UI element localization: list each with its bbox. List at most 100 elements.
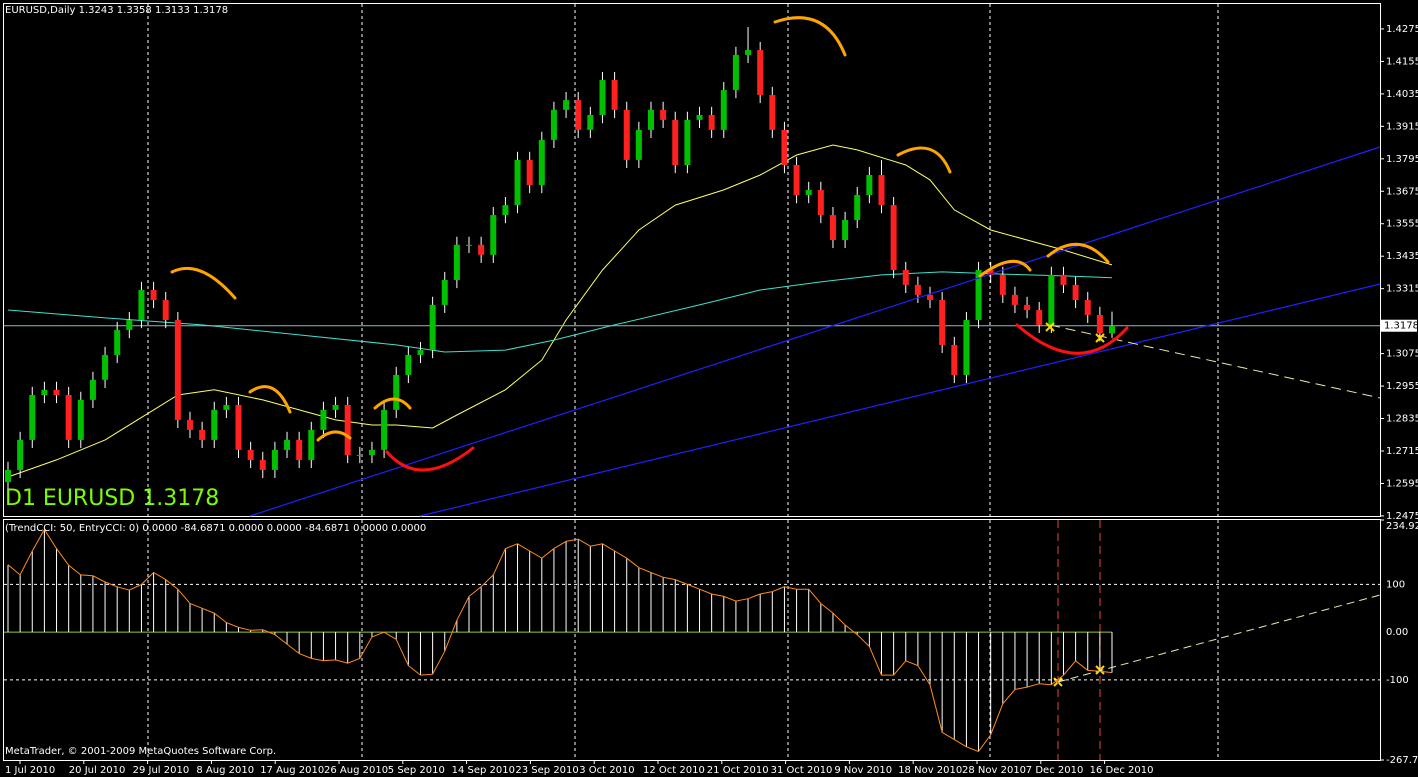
moving-average xyxy=(7,144,1113,478)
y-tick-label: 1.3795 xyxy=(1386,154,1418,165)
x-tick-label: 31 Oct 2010 xyxy=(771,765,833,776)
candle-body xyxy=(356,455,363,457)
candle-body xyxy=(1060,274,1067,285)
y-tick-label: 1.2835 xyxy=(1386,414,1418,425)
candle-body xyxy=(89,379,96,400)
chart-header: EURUSD,Daily 1.3243 1.3358 1.3133 1.3178 xyxy=(5,5,228,16)
x-tick-label: 9 Nov 2010 xyxy=(834,765,892,776)
hand-annotations-orange xyxy=(170,16,1110,442)
y-tick-label: 1.3675 xyxy=(1386,186,1418,197)
symbol-label: D1 EURUSD 1.3178 xyxy=(5,486,219,511)
price-pane xyxy=(3,3,1381,517)
y-tick-label: 1.3555 xyxy=(1386,219,1418,230)
hand-annotations-red xyxy=(385,323,1129,472)
x-tick-label: 5 Sep 2010 xyxy=(388,765,445,776)
last-price-label: 1.3178 xyxy=(1384,321,1418,332)
candle-body xyxy=(575,100,582,130)
candle-body xyxy=(866,175,873,196)
candle-body xyxy=(211,409,218,440)
candle-body xyxy=(890,205,897,270)
candle-body xyxy=(805,189,812,196)
x-tick-label: 17 Aug 2010 xyxy=(260,765,324,776)
candle-body xyxy=(296,439,303,460)
candle-body xyxy=(1096,314,1103,334)
candle-body xyxy=(769,94,776,130)
y-tick-label: 1.4155 xyxy=(1386,56,1418,67)
dashed-trendline xyxy=(1049,324,1381,399)
candle-body xyxy=(963,320,970,375)
candle-body xyxy=(1011,294,1018,305)
candle-body xyxy=(672,119,679,166)
candle-body xyxy=(829,215,836,240)
candle-body xyxy=(817,189,824,216)
last-price-box xyxy=(1381,319,1417,332)
x-tick-label: 18 Nov 2010 xyxy=(898,765,962,776)
candle-body xyxy=(138,290,145,321)
candle-body xyxy=(878,175,885,206)
x-tick-label: 20 Jul 2010 xyxy=(69,765,126,776)
candle-body xyxy=(684,119,691,166)
candle-body xyxy=(720,90,727,130)
x-tick-label: 16 Dec 2010 xyxy=(1090,765,1154,776)
cci-line xyxy=(7,528,1113,753)
cci-layer: 234.924 100 0.00 -100 -267.751 xyxy=(4,519,1418,766)
candle-body xyxy=(623,109,630,160)
x-tick-label: 7 Dec 2010 xyxy=(1026,765,1084,776)
candle-body xyxy=(587,114,594,130)
candle-body xyxy=(332,404,339,410)
candle-body xyxy=(41,389,48,395)
candle-body xyxy=(53,389,60,395)
footer: MetaTrader, © 2001-2009 MetaQuotes Softw… xyxy=(5,746,276,757)
candle-body xyxy=(478,244,485,255)
candle-body xyxy=(793,165,800,196)
candle-body xyxy=(308,429,315,460)
candle-body xyxy=(77,399,84,440)
candle-body xyxy=(150,290,157,301)
candle-body xyxy=(854,195,861,220)
candle-body xyxy=(102,354,109,380)
candle-body xyxy=(635,129,642,160)
candle-body xyxy=(441,280,448,305)
y-tick-label: 0.00 xyxy=(1386,627,1408,638)
candle-body xyxy=(162,300,169,321)
candle-body xyxy=(429,304,436,351)
candle-body xyxy=(5,469,11,483)
y-tick-label: 1.3075 xyxy=(1386,349,1418,360)
candle-body xyxy=(708,114,715,130)
x-tick-label: 12 Oct 2010 xyxy=(643,765,705,776)
candle-body xyxy=(999,274,1006,295)
candle-body xyxy=(114,330,121,355)
y-tick-label: 1.4035 xyxy=(1386,89,1418,100)
candle-body xyxy=(927,294,934,301)
candle-body xyxy=(284,439,291,450)
candle-body xyxy=(344,404,351,456)
x-tick-label: 3 Oct 2010 xyxy=(579,765,634,776)
x-tick-label: 26 Aug 2010 xyxy=(324,765,388,776)
candle-body xyxy=(1048,274,1055,325)
candle-body xyxy=(611,80,618,110)
candle-body xyxy=(466,244,473,246)
candle-body xyxy=(745,50,752,55)
candle-body xyxy=(939,300,946,345)
y-tick-label: -267.751 xyxy=(1386,755,1418,766)
candle-body xyxy=(405,354,412,375)
candle-body xyxy=(368,449,375,456)
candle-body xyxy=(842,219,849,240)
candle-body xyxy=(320,409,327,430)
y-tick-label: 1.3435 xyxy=(1386,251,1418,262)
candle-body xyxy=(526,159,533,186)
y-tick-label: 100 xyxy=(1386,579,1405,590)
candle-body xyxy=(453,244,460,281)
candle-body xyxy=(417,350,424,355)
candle-body xyxy=(514,159,521,206)
candle-body xyxy=(951,344,958,375)
moving-average xyxy=(7,271,1113,353)
candle-body xyxy=(247,449,254,460)
candle-body xyxy=(223,404,230,410)
vertical-grid xyxy=(147,4,1219,760)
candle-body xyxy=(538,139,545,186)
candle-body xyxy=(732,54,739,91)
trend-channel xyxy=(249,146,1381,517)
y-tick-label: 1.3915 xyxy=(1386,121,1418,132)
